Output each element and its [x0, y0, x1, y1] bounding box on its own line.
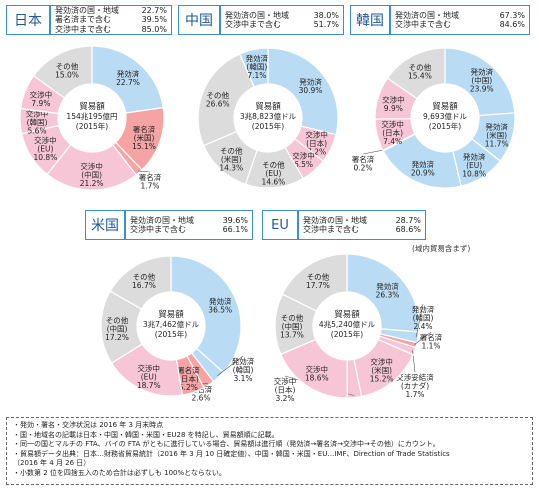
pie-slice: [32, 45, 93, 99]
japan-summary: 発効済の国・地域 22.7% 署名済まで含む 39.5% 交渉中まで含む 85.0%: [50, 5, 172, 35]
korea-summary-row: 発効済の国・地域 67.3%: [395, 10, 525, 20]
slice-label: その他(中国) 13.7%: [280, 313, 304, 340]
slice-label: 発効済 20.9%: [411, 159, 435, 178]
slice-label: 交渉中(中国) 21.2%: [80, 161, 104, 188]
china-header: 中国 発効済の国・地域 38.0% 交渉中まで含む 51.7%: [178, 5, 344, 35]
footnote-line: ・国・地域名の記載は日本・中国・韓国・米国・EU28 を特記し、貿易額順に記載。: [13, 430, 279, 439]
center-label: 貿易額 4兆5,240億ドル(2015年): [319, 309, 376, 339]
pie-slice: [386, 47, 446, 100]
eu-summary-row: 交渉中まで含む 68.6%: [303, 225, 421, 234]
slice-label: 交渉中(EU) 10.8%: [33, 135, 57, 162]
usa-name: 米国: [85, 210, 125, 240]
japan-donut-chart: 発効済 22.7% 署名済(米国) 15.1% 署名済 1.7% 交渉中(中国) 21.2% 交…: [19, 45, 165, 191]
slice-label: 発効済(韓国) 7.1%: [246, 53, 269, 80]
pie-slice: [238, 47, 269, 88]
china-summary: 発効済の国・地域 38.0% 交渉中まで含む 51.7%: [220, 5, 344, 35]
usa-summary-row: 交渉中まで含む 66.1%: [130, 225, 248, 234]
usa-summary: 発効済の国・地域 39.6% 交渉中まで含む 66.1%: [125, 210, 253, 240]
slice-label: 交渉中 9.9%: [382, 94, 405, 113]
footnote-line: （2016 年 4 月 26 日）: [13, 459, 91, 467]
leader-line: [362, 149, 385, 155]
slice-label: 発効済(米国) 11.7%: [485, 122, 509, 149]
slice-label: 署名済(米国) 15.1%: [132, 124, 156, 151]
slice-label: 発効済 36.5%: [208, 296, 232, 315]
footnote-line: ・貿易額データ出典：日本…財務省貿易統計（2016 年 3 月 10 日確定値）…: [13, 449, 450, 458]
slice-label: 交渉中(日本) 7.2%: [305, 130, 328, 157]
pie-slice: [346, 253, 420, 333]
slice-label: 発効済 22.7%: [116, 68, 140, 87]
slice-label: 発効済 30.9%: [299, 77, 323, 96]
footnote-line: ・発効・署名・交渉状況は 2016 年 3 月末時点: [13, 421, 164, 429]
pie-slice: [281, 253, 348, 312]
slice-label: その他(米国) 14.3%: [219, 146, 243, 173]
slice-label: 発効済(中国) 23.9%: [470, 66, 494, 93]
pie-slice: [444, 47, 516, 117]
slice-label: 署名済 1.1%: [420, 332, 443, 351]
footnote-line: ・小数第 2 位を四捨五入のため合計は必ずしも 100%とならない。: [13, 468, 226, 477]
japan-name: 日本: [6, 5, 50, 35]
usa-header: 米国 発効済の国・地域 39.6% 交渉中まで含む 66.1%: [85, 210, 253, 240]
slice-label: 交渉中(EU) 18.7%: [137, 363, 161, 390]
korea-summary-row: 交渉中まで含む 84.6%: [395, 20, 525, 29]
slice-label: その他 15.0%: [55, 61, 79, 80]
slice-label: 交渉中(韓国) 5.6%: [26, 108, 49, 135]
center-label: 貿易額 3兆7,462億ドル(2015年): [143, 309, 200, 339]
china-donut-chart: 発効済 30.9% 交渉中(日本) 7.2%交渉中 6.5% その他(EU) 14.6% その…: [197, 47, 339, 189]
slice-label: その他(EU) 14.6%: [261, 160, 285, 187]
slice-label: 発効済(韓国) 2.4%: [412, 304, 435, 331]
pie-slice: [197, 53, 256, 147]
pie-slice: [267, 47, 339, 136]
slice-label: 署名済 0.2%: [352, 154, 375, 173]
slice-label: その他(中国) 17.2%: [105, 315, 129, 342]
usa-donut-chart: 発効済36.5%発効済(韓国)3.1%署名済2.6%署名済(日本)5.2%交渉中…: [100, 255, 255, 403]
japan-summary-row: 交渉中まで含む 85.0%: [55, 24, 167, 34]
eu-note: (域内貿易含まず): [412, 244, 471, 253]
slice-label: 交渉中(日本) 3.2%: [274, 376, 297, 403]
korea-name: 韓国: [350, 5, 390, 35]
korea-summary: 発効済の国・地域 67.3% 交渉中まで含む 84.6%: [390, 5, 530, 35]
slice-label: 署名済 1.7%: [139, 172, 162, 191]
eu-summary-row: 発効済の国・地域 28.7%: [303, 215, 421, 225]
china-summary-row: 発効済の国・地域 38.0%: [225, 10, 339, 20]
slice-label: 発効済 26.3%: [376, 281, 400, 300]
leader-line: [217, 355, 244, 376]
eu-donut-chart: 発効済 26.3% 発効済(韓国) 2.4%署名済 1.1% 交渉妥結済(カナダ) 1.7%…: [274, 253, 443, 403]
slice-label: その他 15.4%: [408, 62, 432, 81]
leader-line: [414, 331, 432, 345]
center-label: 貿易額 3兆8,823億ドル(2015年): [240, 101, 297, 131]
slice-label: その他 16.7%: [132, 271, 156, 290]
slice-label: 交渉中(米国) 15.2%: [370, 357, 394, 384]
korea-header: 韓国 発効済の国・地域 67.3% 交渉中まで含む 84.6%: [350, 5, 530, 35]
slice-label: 交渉中 18.6%: [305, 364, 329, 383]
slice-label: その他 26.6%: [206, 90, 230, 109]
footnote-line: ・同一の国とマルチの FTA、バイの FTA がともに進行している場合、貿易額は…: [13, 440, 440, 448]
slice-label: 交渉中(日本) 7.4%: [381, 119, 404, 146]
slice-label: 発効済(EU) 10.8%: [462, 151, 486, 178]
usa-summary-row: 発効済の国・地域 39.6%: [130, 215, 248, 225]
leader-line: [412, 350, 416, 373]
footnotes: ・発効・署名・交渉状況は 2016 年 3 月末時点 ・国・地域名の記載は日本・…: [6, 417, 533, 485]
center-label: 貿易額 9,693億ドル(2015年): [423, 101, 467, 131]
pie-slice: [170, 255, 242, 374]
center-label: 貿易額 154兆195億円(2015年): [66, 101, 117, 131]
eu-name: EU: [262, 210, 298, 240]
leader-line: [137, 170, 151, 173]
pie-slice: [109, 255, 172, 310]
china-summary-row: 交渉中まで含む 51.7%: [225, 20, 339, 29]
slice-label: 交渉中 7.9%: [30, 90, 53, 109]
china-name: 中国: [178, 5, 220, 35]
japan-header: 日本 発効済の国・地域 22.7% 署名済まで含む 39.5% 交渉中まで含む 85.…: [6, 5, 172, 35]
japan-summary-row: 発効済の国・地域 22.7%: [55, 5, 167, 15]
slice-label: 交渉妥結済(カナダ) 1.7%: [396, 372, 434, 399]
leader-line: [415, 303, 424, 338]
japan-summary-row: 署名済まで含む 39.5%: [55, 15, 167, 25]
slice-label: 交渉中 6.5%: [292, 151, 315, 170]
slice-label: その他 17.7%: [306, 271, 330, 290]
slice-label: 署名済(日本) 5.2%: [177, 365, 200, 392]
eu-header: EU 発効済の国・地域 28.7% 交渉中まで含む 68.6%: [262, 210, 426, 240]
korea-donut-chart: 発効済(中国) 23.9% 発効済(米国) 11.7%発効済(EU) 10.8% 発効済 2…: [352, 47, 516, 189]
eu-summary: 発効済の国・地域 28.7% 交渉中まで含む 68.6%: [298, 210, 426, 240]
slice-label: 発効済(韓国) 3.1%: [232, 356, 255, 383]
pie-slice: [91, 45, 164, 114]
